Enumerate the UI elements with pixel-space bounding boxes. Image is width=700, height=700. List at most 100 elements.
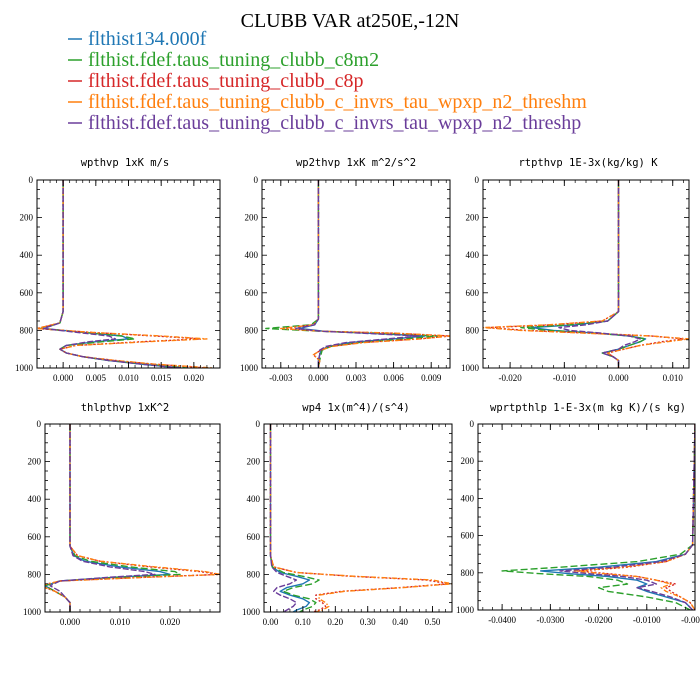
panel-title: wprtpthlp 1-E-3x(m kg K)/(s kg) xyxy=(490,402,686,414)
x-tick-label: 0.005 xyxy=(86,373,107,383)
x-tick-label: 0.020 xyxy=(184,373,205,383)
y-tick-label: 800 xyxy=(466,325,480,335)
x-tick-label: 0.000 xyxy=(608,373,629,383)
x-tick-label: 0.020 xyxy=(160,617,181,627)
y-tick-label: 400 xyxy=(247,494,261,504)
y-tick-label: 400 xyxy=(466,250,480,260)
series-line xyxy=(540,424,695,610)
y-tick-label: 0 xyxy=(256,419,261,429)
legend-label: flthist.fdef.taus_tuning_clubb_c_invrs_t… xyxy=(88,91,587,113)
y-tick-label: 0 xyxy=(37,419,42,429)
x-tick-label: -0.003 xyxy=(269,373,293,383)
y-tick-label: 400 xyxy=(28,494,42,504)
chart-panel: wp2thvp 1xK m^2/s^2 0 200 400 600 800 1000 -0.0… xyxy=(240,157,451,383)
x-tick-label: 0.40 xyxy=(392,617,408,627)
x-tick-label: 0.00 xyxy=(263,617,279,627)
x-tick-label: 0.010 xyxy=(118,373,139,383)
y-tick-label: 800 xyxy=(245,325,259,335)
y-tick-label: 800 xyxy=(20,325,34,335)
panel-title: wp2thvp 1xK m^2/s^2 xyxy=(296,157,416,169)
panel-title: thlpthvp 1xK^2 xyxy=(81,402,170,414)
y-tick-label: 800 xyxy=(28,569,42,579)
x-tick-label: -0.010 xyxy=(553,373,577,383)
legend-entry: flthist.fdef.taus_tuning_clubb_c8m2 xyxy=(68,49,379,71)
series-line xyxy=(37,180,214,368)
figure-title: CLUBB VAR at250E,-12N xyxy=(241,10,460,32)
series-line xyxy=(269,424,298,612)
y-tick-label: 200 xyxy=(245,213,259,223)
series-group xyxy=(265,180,450,368)
series-line xyxy=(295,180,420,368)
chart-panel: rtpthvp 1E-3x(kg/kg) K 0 200 400 600 800 1000 -… xyxy=(461,157,690,383)
series-group xyxy=(37,180,214,368)
series-group xyxy=(269,424,452,612)
x-tick-label: -0.0400 xyxy=(488,615,516,625)
y-tick-label: 1000 xyxy=(23,607,42,617)
y-tick-label: 600 xyxy=(20,288,34,298)
series-line xyxy=(269,424,452,612)
legend-entry: flthist.fdef.taus_tuning_clubb_c_invrs_t… xyxy=(68,91,587,113)
y-tick-label: 600 xyxy=(28,532,42,542)
y-tick-label: 200 xyxy=(28,457,42,467)
x-tick-label: 0.006 xyxy=(383,373,404,383)
x-tick-label: 0.10 xyxy=(295,617,311,627)
y-tick-label: 800 xyxy=(461,568,475,578)
x-tick-label: -0.0300 xyxy=(536,615,564,625)
series-line xyxy=(501,424,695,610)
y-tick-label: 600 xyxy=(245,288,259,298)
y-tick-label: 400 xyxy=(245,250,259,260)
x-tick-label: 0.20 xyxy=(327,617,343,627)
legend-entry: flthist.fdef.taus_tuning_clubb_c_invrs_t… xyxy=(68,112,581,134)
series-line xyxy=(559,424,695,610)
y-tick-label: 200 xyxy=(247,457,261,467)
series-line xyxy=(42,180,181,368)
x-tick-label: -0.0100 xyxy=(633,615,661,625)
x-tick-label: 0.50 xyxy=(425,617,441,627)
x-tick-label: 0.003 xyxy=(346,373,367,383)
series-line xyxy=(49,424,156,612)
y-tick-label: 0 xyxy=(470,419,475,429)
y-tick-label: 200 xyxy=(461,456,475,466)
x-tick-label: 0.000 xyxy=(308,373,329,383)
y-tick-label: 800 xyxy=(247,569,261,579)
x-tick-label: 0.010 xyxy=(110,617,131,627)
y-tick-label: 600 xyxy=(461,531,475,541)
series-line xyxy=(558,180,641,368)
x-tick-label: 0.015 xyxy=(151,373,172,383)
x-tick-label: 0.010 xyxy=(663,373,684,383)
legend-label: flthist.fdef.taus_tuning_clubb_c8p xyxy=(88,70,364,92)
y-tick-label: 200 xyxy=(20,213,34,223)
y-tick-label: 0 xyxy=(475,175,480,185)
series-line xyxy=(45,424,220,612)
series-line xyxy=(520,180,647,368)
series-line xyxy=(280,180,450,368)
legend: flthist134.000fflthist.fdef.taus_tuning_… xyxy=(68,28,587,134)
y-tick-label: 1000 xyxy=(461,363,480,373)
chart-panel: thlpthvp 1xK^2 0 200 400 600 800 1000 0.000 0.01… xyxy=(23,402,221,627)
legend-label: flthist.fdef.taus_tuning_clubb_c_invrs_t… xyxy=(88,112,581,134)
legend-label: flthist.fdef.taus_tuning_clubb_c8m2 xyxy=(88,49,379,71)
y-tick-label: 600 xyxy=(247,532,261,542)
x-tick-label: 0.009 xyxy=(421,373,442,383)
chart-panel: wpthvp 1xK m/s 0 200 400 600 800 1000 0.000 0.00… xyxy=(15,157,221,383)
y-tick-label: 1000 xyxy=(240,363,259,373)
legend-label: flthist134.000f xyxy=(88,28,207,50)
series-group xyxy=(501,424,695,610)
y-tick-label: 0 xyxy=(254,175,259,185)
panel-title: rtpthvp 1E-3x(kg/kg) K xyxy=(518,157,658,169)
y-tick-label: 0 xyxy=(29,175,34,185)
x-tick-label: -0.0200 xyxy=(585,615,613,625)
series-line xyxy=(487,180,685,368)
y-tick-label: 1000 xyxy=(456,605,475,615)
y-tick-label: 600 xyxy=(466,288,480,298)
x-tick-label: -0.020 xyxy=(498,373,522,383)
legend-entry: flthist134.000f xyxy=(68,28,207,50)
legend-entry: flthist.fdef.taus_tuning_clubb_c8p xyxy=(68,70,364,92)
x-tick-label: 0.000 xyxy=(53,373,74,383)
series-group xyxy=(483,180,689,368)
series-group xyxy=(45,424,220,612)
